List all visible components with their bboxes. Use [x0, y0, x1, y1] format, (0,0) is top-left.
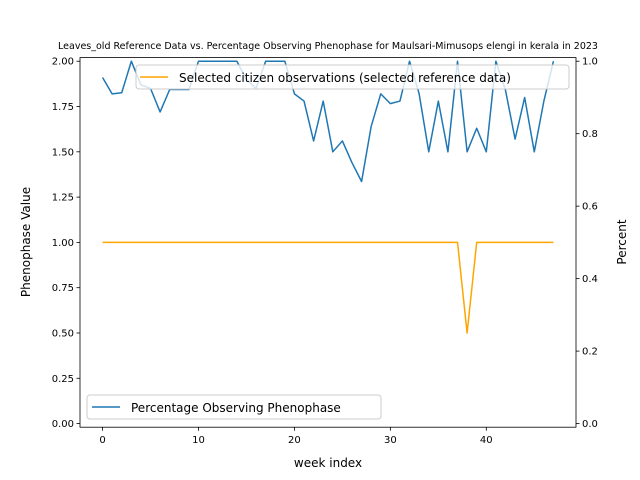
legend-lower: Percentage Observing Phenophase — [86, 394, 382, 420]
y-left-tick-label: 1.50 — [52, 147, 74, 158]
x-tick-label: 10 — [192, 435, 205, 446]
chart-title: Leaves_old Reference Data vs. Percentage… — [58, 41, 598, 52]
legend-upper-box — [135, 64, 570, 90]
x-tick-label: 40 — [480, 435, 493, 446]
y-left-tick-label: 1.00 — [52, 238, 74, 249]
y-left-tick-label: 0.00 — [52, 419, 74, 430]
legend-upper-label: Selected citizen observations (selected … — [179, 71, 511, 85]
x-axis-label: week index — [294, 456, 362, 470]
y-right-tick-label: 0.4 — [582, 274, 598, 285]
y-axis-left-label: Phenophase Value — [19, 187, 33, 297]
y-left-tick-label: 0.25 — [52, 374, 74, 385]
y-right-tick-label: 1.0 — [582, 57, 598, 68]
x-tick-label: 30 — [384, 435, 397, 446]
y-axis-right-label: Percent — [615, 219, 629, 264]
legend-upper: Selected citizen observations (selected … — [135, 64, 570, 90]
y-right-tick-label: 0.6 — [582, 202, 598, 213]
series-line-0 — [102, 241, 554, 334]
y-left-tick-label: 0.50 — [52, 328, 74, 339]
x-tick-label: 20 — [288, 435, 301, 446]
axes-layer: 0 10 20 30 40 0.00 0.25 0.50 0.75 1.00 1.25 1.50 1.7… — [52, 57, 598, 446]
y-left-tick-label: 1.25 — [52, 193, 74, 204]
legend-lower-label: Percentage Observing Phenophase — [131, 401, 341, 415]
x-tick-label: 0 — [99, 435, 105, 446]
y-left-tick-label: 0.75 — [52, 283, 74, 294]
y-left-tick-label: 2.00 — [52, 57, 74, 68]
legend-lower-box — [86, 394, 382, 420]
y-right-tick-label: 0.0 — [582, 419, 598, 430]
y-right-tick-label: 0.8 — [582, 129, 598, 140]
y-right-tick-label: 0.2 — [582, 347, 598, 358]
y-left-tick-label: 1.75 — [52, 102, 74, 113]
